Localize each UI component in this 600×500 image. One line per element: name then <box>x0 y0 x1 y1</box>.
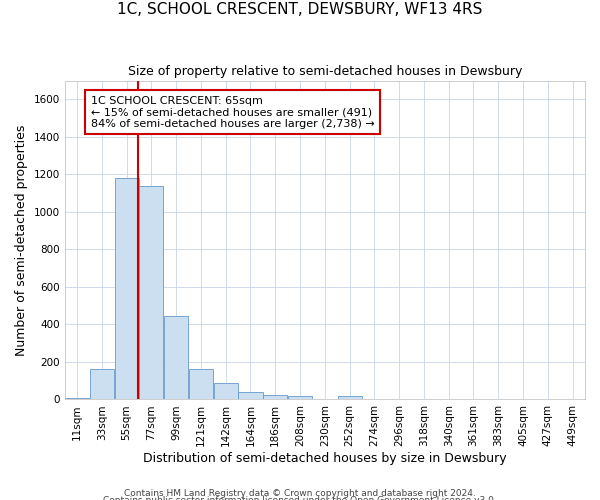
Title: Size of property relative to semi-detached houses in Dewsbury: Size of property relative to semi-detach… <box>128 65 522 78</box>
X-axis label: Distribution of semi-detached houses by size in Dewsbury: Distribution of semi-detached houses by … <box>143 452 506 465</box>
Bar <box>115 178 139 400</box>
Bar <box>90 370 114 400</box>
Text: Contains public sector information licensed under the Open Government Licence v3: Contains public sector information licen… <box>103 496 497 500</box>
Text: 1C, SCHOOL CRESCENT, DEWSBURY, WF13 4RS: 1C, SCHOOL CRESCENT, DEWSBURY, WF13 4RS <box>118 2 482 18</box>
Bar <box>139 186 163 400</box>
Bar <box>214 382 238 400</box>
Bar <box>238 392 263 400</box>
Text: Contains HM Land Registry data © Crown copyright and database right 2024.: Contains HM Land Registry data © Crown c… <box>124 488 476 498</box>
Text: 1C SCHOOL CRESCENT: 65sqm
← 15% of semi-detached houses are smaller (491)
84% of: 1C SCHOOL CRESCENT: 65sqm ← 15% of semi-… <box>91 96 374 129</box>
Bar <box>313 398 337 400</box>
Bar <box>189 370 213 400</box>
Y-axis label: Number of semi-detached properties: Number of semi-detached properties <box>15 124 28 356</box>
Bar <box>362 398 386 400</box>
Bar <box>164 316 188 400</box>
Bar <box>65 398 89 400</box>
Bar <box>412 399 436 400</box>
Bar <box>288 396 312 400</box>
Bar <box>387 398 411 400</box>
Bar <box>338 396 362 400</box>
Bar <box>263 395 287 400</box>
